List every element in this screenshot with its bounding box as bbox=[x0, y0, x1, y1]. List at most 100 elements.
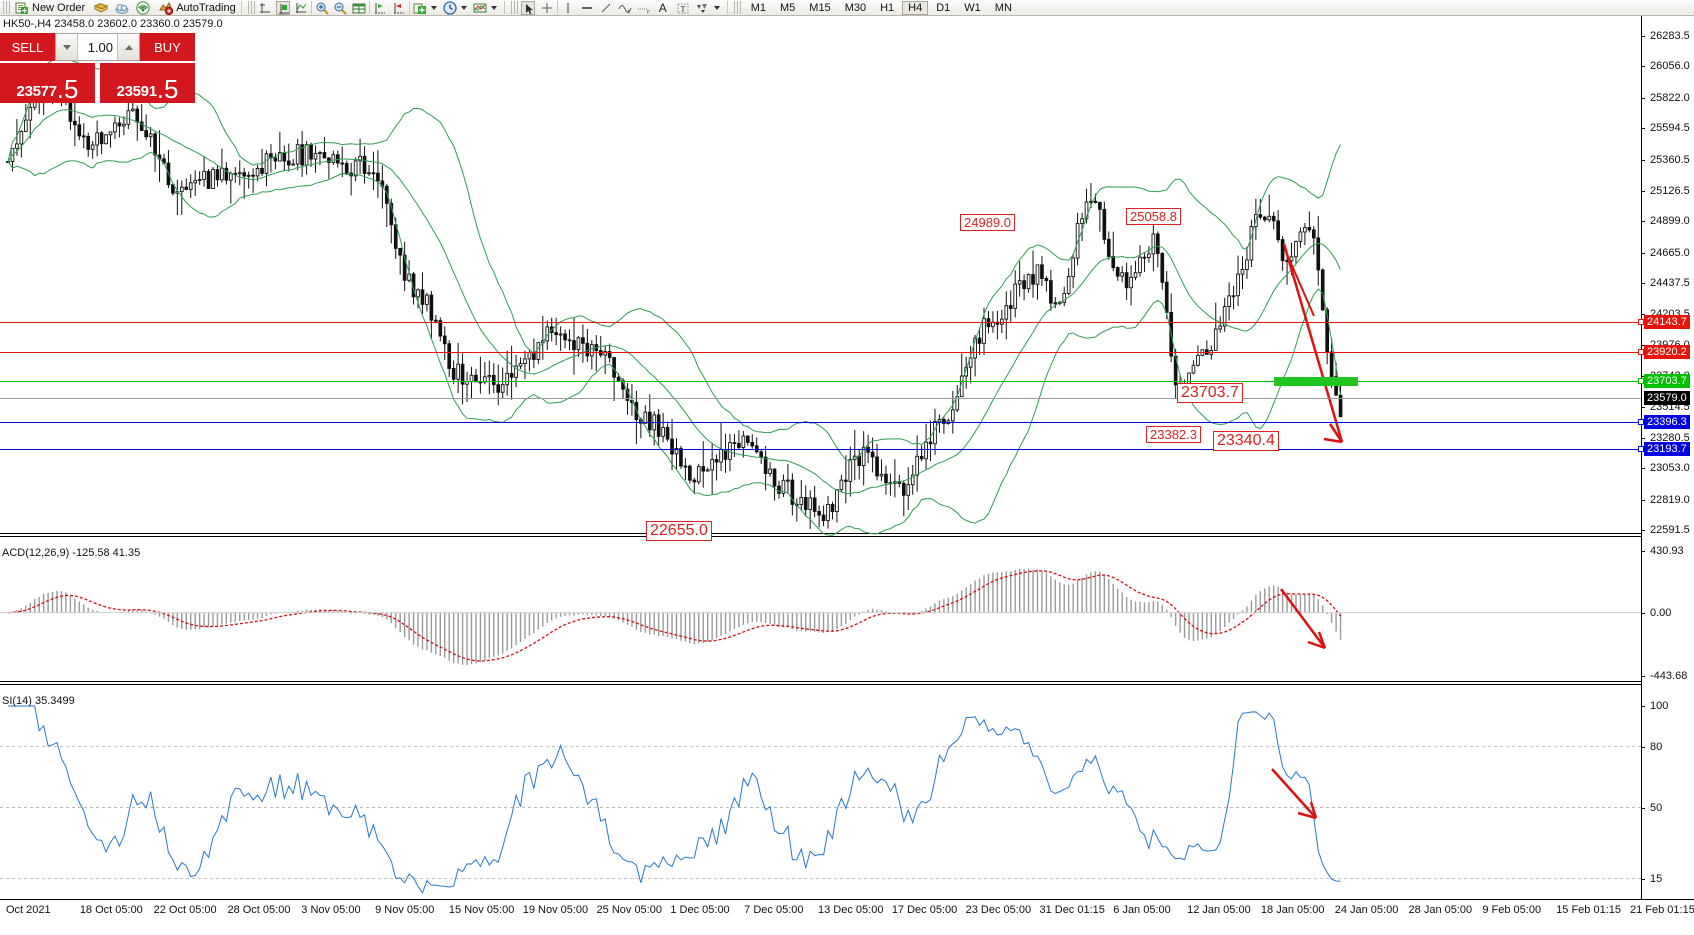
annotation-box[interactable]: 23703.7 bbox=[1177, 383, 1243, 403]
price-level-handle[interactable] bbox=[1638, 378, 1644, 385]
toolbar-grip[interactable] bbox=[3, 1, 10, 14]
toolbar-separator-3 bbox=[310, 1, 312, 14]
text-icon[interactable]: A bbox=[658, 0, 667, 15]
step-forward-icon[interactable] bbox=[373, 1, 387, 15]
price-level-badge[interactable]: 23579.0 bbox=[1644, 390, 1690, 405]
buy-price-display[interactable]: 23591.5 bbox=[100, 63, 195, 103]
signal-icon[interactable] bbox=[136, 0, 150, 15]
volume-decrease-button[interactable] bbox=[56, 34, 78, 60]
time-axis-label: 15 Nov 05:00 bbox=[448, 904, 515, 916]
price-axis-label: 24665.0 bbox=[1650, 246, 1690, 259]
timeframe-h1[interactable]: H1 bbox=[880, 1, 895, 14]
annotation-box[interactable]: 24989.0 bbox=[960, 214, 1015, 231]
macd-axis-label: 430.93 bbox=[1650, 545, 1684, 557]
period-icon[interactable] bbox=[443, 0, 457, 15]
crosshair-tool-icon[interactable] bbox=[540, 1, 554, 15]
volume-increase-button[interactable] bbox=[117, 34, 139, 60]
period-dropdown-caret[interactable] bbox=[460, 5, 467, 10]
toolbar-grip-4[interactable] bbox=[733, 1, 741, 14]
price-level-line[interactable] bbox=[0, 381, 1641, 383]
price-level-badge[interactable]: 23193.7 bbox=[1644, 442, 1690, 457]
price-level-line[interactable] bbox=[0, 322, 1641, 324]
zoom-in-icon[interactable] bbox=[315, 1, 329, 15]
price-level-line[interactable] bbox=[0, 352, 1641, 354]
rsi-axis-tick bbox=[1641, 746, 1645, 748]
timeframe-h4[interactable]: H4 bbox=[902, 0, 929, 15]
volume-input[interactable]: 1.00 bbox=[87, 39, 113, 55]
green-highlight-bar[interactable] bbox=[1274, 377, 1358, 387]
price-level-badge[interactable]: 23396.3 bbox=[1644, 415, 1690, 430]
one-click-trading-panel[interactable]: SELL 1.00 BUY 23577.5 23591.5 bbox=[0, 33, 195, 107]
time-axis-label: 22 Oct 05:00 bbox=[153, 904, 217, 916]
time-axis-label: 21 Feb 01:15 bbox=[1630, 904, 1694, 916]
price-level-badge[interactable]: 23703.7 bbox=[1644, 374, 1690, 389]
add-indicator-icon[interactable] bbox=[413, 1, 427, 15]
timeframe-m15[interactable]: M15 bbox=[809, 1, 831, 14]
cursor-icon[interactable] bbox=[520, 0, 535, 15]
price-axis-tick bbox=[1641, 468, 1645, 470]
price-axis-tick bbox=[1641, 159, 1645, 161]
vline-icon[interactable] bbox=[561, 1, 575, 15]
time-axis-label: 9 Feb 05:00 bbox=[1482, 904, 1542, 916]
price-level-handle[interactable] bbox=[1638, 349, 1644, 356]
cloud-icon[interactable] bbox=[115, 1, 129, 15]
time-axis-label: 18 Oct 05:00 bbox=[79, 904, 143, 916]
timeframe-d1[interactable]: D1 bbox=[936, 1, 951, 14]
annotation-box[interactable]: 25058.8 bbox=[1126, 208, 1181, 225]
price-level-handle[interactable] bbox=[1638, 419, 1644, 426]
time-axis[interactable]: Oct 2021 18 Oct 05:00 22 Oct 05:00 28 Oct 0… bbox=[0, 899, 1694, 919]
toolbar-grip-3[interactable] bbox=[510, 1, 518, 14]
toolbar-separator-4 bbox=[368, 1, 370, 14]
textlabel-icon[interactable]: T bbox=[676, 1, 690, 15]
price-level-badge[interactable]: 23920.2 bbox=[1644, 345, 1690, 360]
hline-icon[interactable] bbox=[580, 1, 594, 15]
fibo-icon[interactable]: E bbox=[618, 1, 632, 15]
sell-button[interactable]: SELL bbox=[0, 33, 55, 61]
price-axis-label: 25822.0 bbox=[1650, 91, 1690, 104]
shift-icon[interactable] bbox=[392, 1, 406, 15]
equidistant-icon[interactable]: F bbox=[637, 1, 651, 15]
price-level-handle[interactable] bbox=[1638, 446, 1644, 453]
volume-stepper[interactable]: 1.00 bbox=[55, 33, 140, 61]
timeframe-m5[interactable]: M5 bbox=[780, 1, 796, 14]
annotation-box[interactable]: 23340.4 bbox=[1213, 431, 1279, 451]
symbol-ohlc-label: HK50-,H4 23458.0 23602.0 23360.0 23579.0 bbox=[3, 18, 223, 30]
zoom-out-icon[interactable] bbox=[333, 1, 347, 15]
price-axis-tick bbox=[1641, 36, 1645, 37]
timeframe-m30[interactable]: M30 bbox=[844, 1, 867, 14]
price-axis-tick bbox=[1641, 283, 1645, 284]
toolbar-separator bbox=[240, 1, 242, 14]
price-level-line[interactable] bbox=[0, 397, 1641, 399]
templates-icon[interactable] bbox=[473, 1, 487, 15]
price-axis-label: 25360.5 bbox=[1650, 153, 1690, 166]
timeframe-w1[interactable]: W1 bbox=[964, 1, 981, 14]
data-window-icon[interactable] bbox=[352, 1, 366, 15]
price-level-badge[interactable]: 24143.7 bbox=[1644, 315, 1690, 330]
templates-dropdown-caret[interactable] bbox=[490, 5, 497, 10]
sell-price-display[interactable]: 23577.5 bbox=[0, 63, 95, 103]
timeframe-m1[interactable]: M1 bbox=[750, 1, 766, 14]
shapes-dropdown-caret[interactable] bbox=[713, 5, 720, 10]
book-icon[interactable] bbox=[93, 1, 109, 15]
indicator-icon[interactable] bbox=[294, 1, 308, 15]
rsi-caption: SI(14) 35.3499 bbox=[2, 695, 75, 707]
chart-window-icon[interactable] bbox=[275, 0, 290, 15]
shapes-icon[interactable] bbox=[696, 1, 710, 15]
price-level-line[interactable] bbox=[0, 449, 1641, 451]
price-level-handle[interactable] bbox=[1638, 319, 1644, 326]
annotation-box[interactable]: 22655.0 bbox=[646, 521, 712, 541]
autotrading-button[interactable]: AutoTrading bbox=[157, 0, 238, 15]
timeframe-mn[interactable]: MN bbox=[994, 1, 1012, 14]
price-axis-label: 26283.5 bbox=[1650, 30, 1690, 42]
toolbar-grip-2[interactable] bbox=[247, 1, 255, 14]
new-order-button[interactable]: New Order bbox=[13, 0, 87, 15]
trendline-icon[interactable] bbox=[599, 1, 613, 15]
toolbar-separator-5 bbox=[408, 1, 410, 14]
chart-area[interactable]: HK50-,H4 23458.0 23602.0 23360.0 23579.0… bbox=[0, 16, 1694, 935]
buy-button[interactable]: BUY bbox=[140, 33, 195, 61]
annotation-box[interactable]: 23382.3 bbox=[1146, 426, 1201, 443]
add-indicator-dropdown-caret[interactable] bbox=[430, 5, 437, 10]
toolbar-separator-6 bbox=[503, 1, 505, 14]
crosshair-icon[interactable] bbox=[258, 1, 272, 15]
price-level-line[interactable] bbox=[0, 422, 1641, 424]
